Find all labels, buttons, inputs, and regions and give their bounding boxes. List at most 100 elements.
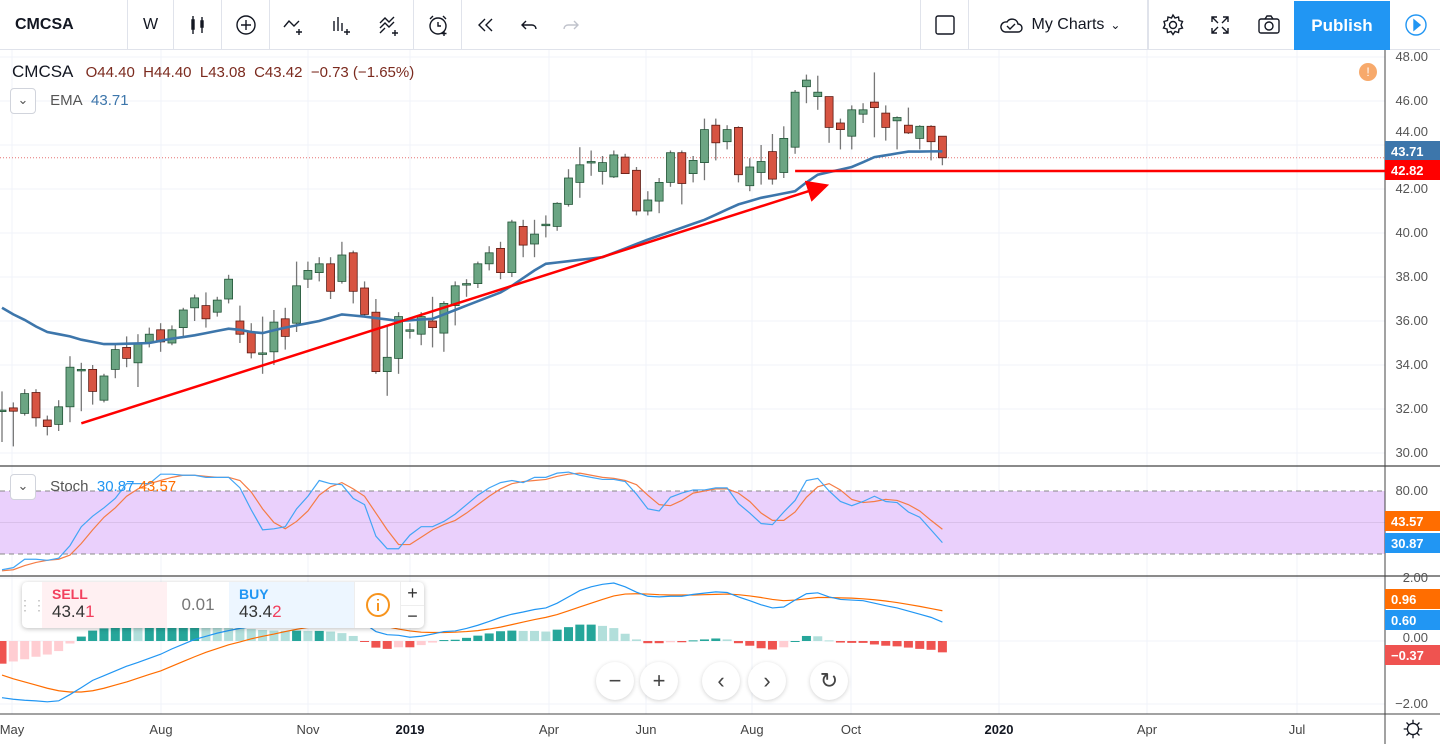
stoch-label[interactable]: Stoch	[50, 477, 89, 495]
ema-legend: ⌄ EMA 43.71	[10, 88, 129, 114]
snapshot-button[interactable]	[1244, 0, 1294, 50]
macd-histogram-bar	[258, 629, 268, 641]
scroll-left-button[interactable]: ‹	[702, 662, 740, 700]
macd-histogram-bar	[473, 635, 483, 641]
buy-button[interactable]: BUY 43.42	[229, 582, 354, 628]
quantity-plus-button[interactable]: +	[401, 582, 424, 606]
candle	[416, 312, 426, 346]
time-tick-label: Jul	[1288, 722, 1306, 737]
candle	[292, 261, 301, 332]
macd-histogram-bar	[677, 641, 687, 643]
price-tick-label: 30.00	[1395, 445, 1428, 460]
candle	[779, 126, 789, 178]
scroll-right-button[interactable]: ›	[748, 662, 786, 700]
candle	[892, 116, 902, 150]
macd-histogram-bar	[858, 641, 868, 643]
chart-type-button[interactable]	[174, 0, 222, 50]
time-tick-label: Oct	[840, 722, 862, 737]
candle	[870, 72, 879, 138]
candle	[632, 167, 641, 216]
candle-body	[904, 124, 913, 134]
quantity-minus-button[interactable]: −	[407, 606, 418, 627]
my-charts-button[interactable]: My Charts ⌄	[968, 0, 1148, 50]
candle	[847, 105, 857, 150]
macd-histogram-bar	[156, 624, 166, 641]
macd-histogram-bar	[54, 641, 64, 652]
stoch-k-value: 30.87	[96, 477, 135, 495]
add-symbol-button[interactable]	[222, 0, 270, 50]
redo-button[interactable]	[550, 0, 590, 50]
macd-histogram-bar	[847, 641, 857, 643]
macd-histogram-bar	[586, 624, 596, 641]
alert-info-icon[interactable]: !	[1359, 63, 1377, 81]
undo-button[interactable]	[510, 0, 550, 50]
candle-body	[473, 263, 483, 285]
macd-histogram-bar	[0, 641, 7, 664]
candle	[326, 257, 335, 299]
candle-body	[858, 109, 868, 115]
alert-button[interactable]	[414, 0, 462, 50]
macd-histogram-bar	[484, 633, 494, 641]
my-charts-label: My Charts	[1031, 15, 1105, 33]
candle-body	[552, 202, 562, 227]
collapse-stoch-button[interactable]: ⌄	[10, 474, 36, 500]
candle-body	[677, 152, 687, 184]
redo-icon	[563, 20, 579, 29]
candle	[734, 126, 743, 183]
candle-body	[734, 127, 743, 176]
indicators-icon	[283, 19, 302, 35]
macd-value-tag: 0.60	[1385, 610, 1440, 630]
zoom-in-button[interactable]: +	[640, 662, 678, 700]
candle-body	[530, 233, 539, 245]
candle-body	[99, 375, 109, 401]
chart-canvas[interactable]	[0, 50, 1440, 744]
candle	[88, 365, 98, 405]
candle-body	[802, 79, 811, 88]
reset-chart-button[interactable]: ↻	[810, 662, 848, 700]
chevron-down-icon: ⌄	[17, 92, 29, 107]
ema-label[interactable]: EMA	[50, 91, 83, 109]
trend-arrow-head	[804, 180, 830, 202]
symbol-search-button[interactable]: CMCSA	[0, 0, 128, 50]
ema-price-tag: 43.71	[1385, 141, 1440, 161]
candle-body	[870, 101, 879, 108]
zoom-out-button[interactable]: −	[596, 662, 634, 700]
macd-histogram-bar	[416, 641, 426, 646]
candle-body	[122, 346, 132, 359]
fullscreen-button[interactable]	[1196, 0, 1244, 50]
macd-histogram-bar	[631, 639, 641, 641]
candle	[858, 103, 868, 123]
layout-button[interactable]	[920, 0, 968, 50]
candle	[31, 389, 41, 427]
replay-button[interactable]	[462, 0, 510, 50]
ema-value: 43.71	[91, 91, 129, 109]
replay-play-button[interactable]	[1392, 0, 1440, 50]
chart-settings-button[interactable]	[1400, 716, 1426, 742]
drag-handle[interactable]: ⋮⋮	[18, 596, 46, 613]
macd-histogram-bar	[699, 639, 709, 641]
play-icon	[1405, 14, 1427, 36]
candle	[314, 257, 324, 282]
macd-histogram-bar	[869, 641, 879, 645]
info-button[interactable]	[354, 582, 400, 628]
candle	[586, 150, 596, 176]
collapse-indicators-button[interactable]: ⌄	[10, 88, 36, 114]
candle-body	[507, 221, 517, 273]
buy-price: 43.4	[239, 602, 273, 621]
time-tick-label: Apr	[1136, 722, 1158, 737]
sell-button[interactable]: SELL 43.41	[42, 582, 167, 628]
bars-button[interactable]	[318, 0, 366, 50]
indicators-button[interactable]	[270, 0, 318, 50]
sell-price: 43.4	[52, 602, 86, 621]
candle-body	[371, 311, 381, 373]
candle-body	[178, 309, 188, 329]
settings-button[interactable]	[1148, 0, 1196, 50]
candle	[802, 74, 811, 104]
legend-low: L43.08	[199, 64, 246, 81]
macd-histogram-bar	[382, 641, 392, 649]
chevron-down-icon: ⌄	[1110, 17, 1121, 32]
price-tick-label: 48.00	[1395, 49, 1428, 64]
interval-button[interactable]: W	[128, 0, 174, 50]
compare-button[interactable]	[366, 0, 414, 50]
publish-button[interactable]: Publish	[1294, 1, 1390, 50]
